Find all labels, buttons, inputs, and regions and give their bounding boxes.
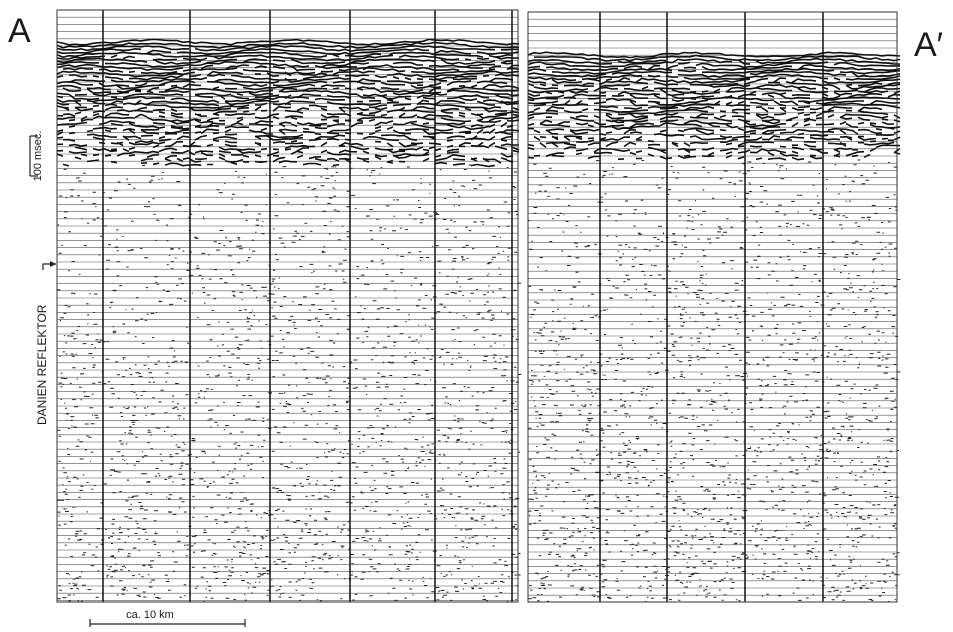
reflector-label: DANIEN REFLEKTOR (35, 304, 49, 425)
time-scale-label: 100 msec. (32, 131, 44, 182)
end-label-a-prime: A′ (914, 26, 943, 64)
page: A A′ 100 msec. DANIEN REFLEKTOR ca. 10 k… (0, 0, 953, 627)
seismic-figure: A A′ 100 msec. DANIEN REFLEKTOR ca. 10 k… (0, 0, 953, 627)
end-label-a: A (8, 12, 31, 50)
distance-scale-label: ca. 10 km (126, 609, 174, 621)
